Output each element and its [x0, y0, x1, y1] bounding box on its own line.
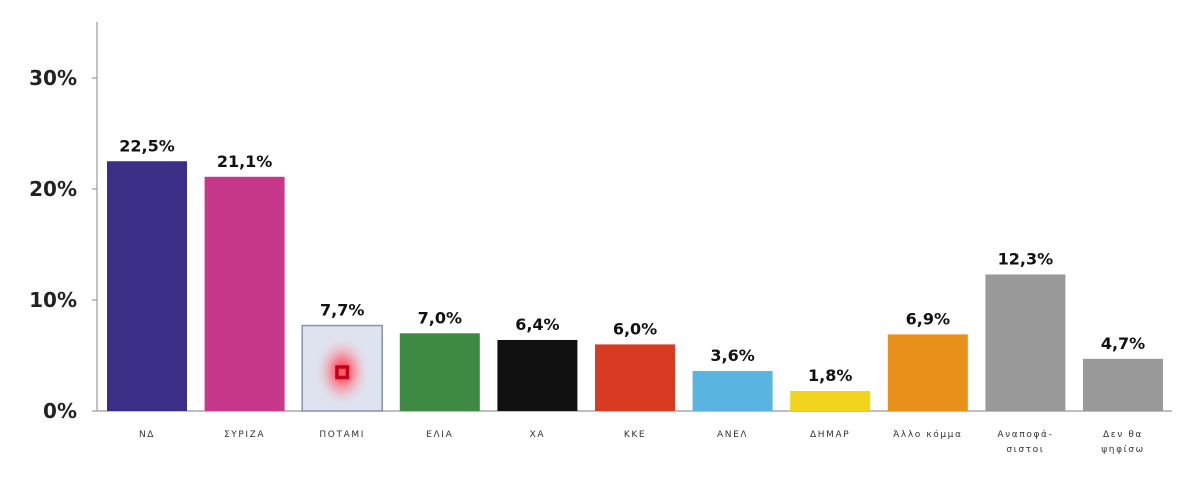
x-tick-label: ΣΥΡΙΖΑ — [224, 430, 265, 440]
data-label: 6,4% — [515, 315, 559, 334]
data-label: 22,5% — [119, 136, 175, 155]
x-tick-label: ΕΛΙΑ — [426, 430, 453, 440]
y-tick-label: 30% — [29, 66, 77, 90]
x-tick-label: ψηφίσω — [1101, 445, 1144, 455]
bar — [790, 391, 871, 411]
data-label: 6,9% — [906, 309, 950, 328]
x-tick-label: σιστοι — [1006, 445, 1044, 455]
bar — [1083, 358, 1163, 411]
x-tick-label: ΠΟΤΑΜΙ — [319, 430, 365, 440]
x-tick-label: ΔΗΜΑΡ — [810, 430, 850, 440]
x-tick-label: Δεν θα — [1103, 430, 1143, 440]
x-tick-label: ΝΔ — [139, 430, 155, 440]
x-tick-label: ΧΑ — [530, 430, 546, 440]
data-label: 4,7% — [1101, 334, 1145, 353]
bar — [692, 371, 773, 411]
y-tick-label: 20% — [29, 177, 77, 201]
data-label: 12,3% — [998, 249, 1054, 268]
data-label: 7,0% — [418, 308, 462, 327]
bars — [107, 161, 1163, 412]
data-label: 7,7% — [320, 301, 364, 320]
potami-logo-core — [338, 368, 346, 376]
data-label: 3,6% — [710, 346, 754, 365]
y-tick-label: 0% — [43, 399, 77, 423]
bar — [985, 274, 1066, 411]
labels: 22,5% ΝΔ 21,1% ΣΥΡΙΖΑ 7,7% ΠΟΤΑΜΙ 7,0% ΕΛΙΑ 6,4%… — [119, 136, 1145, 455]
bar — [887, 334, 968, 411]
data-label: 6,0% — [613, 319, 657, 338]
y-tick-label: 10% — [29, 288, 77, 312]
x-tick-label: Άλλο κόμμα — [893, 429, 962, 440]
data-label: 21,1% — [217, 152, 273, 171]
bar — [399, 333, 480, 411]
bar — [107, 161, 187, 411]
bar — [595, 344, 675, 411]
data-label: 1,8% — [808, 366, 852, 385]
bar — [204, 176, 285, 411]
x-tick-label: ΑΝΕΛ — [717, 430, 748, 440]
bar — [497, 339, 578, 411]
x-tick-label: Αναποφά- — [997, 430, 1053, 440]
x-tick-label: ΚΚΕ — [624, 430, 646, 440]
